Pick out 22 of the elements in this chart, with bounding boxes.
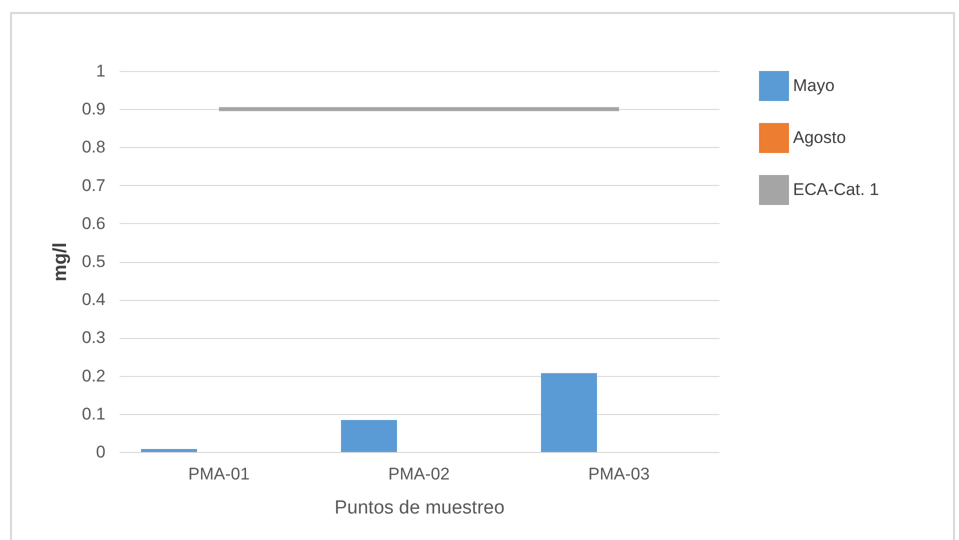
y-tick-label: 0.7 (82, 176, 106, 195)
y-tick-label: 0.2 (82, 366, 106, 386)
y-tick-label: 0 (96, 442, 106, 462)
bar (541, 373, 597, 452)
y-tick-label: 0.5 (82, 252, 106, 271)
bar (341, 420, 397, 452)
y-tick-label: 0.9 (82, 100, 106, 119)
y-tick-label: 0.8 (82, 138, 106, 157)
legend-label: Agosto (793, 128, 846, 147)
bar (141, 448, 197, 452)
y-tick-label: 0.3 (82, 328, 106, 348)
y-tick-label: 0.4 (82, 290, 106, 310)
x-tick-label: PMA-01 (188, 464, 250, 484)
legend-label: ECA-Cat. 1 (793, 180, 879, 199)
y-tick-label: 0.6 (82, 214, 106, 233)
x-tick-label: PMA-02 (388, 464, 450, 484)
y-tick-label: 1 (96, 62, 106, 80)
y-axis-title: mg/l (50, 242, 71, 282)
y-tick-label: 0.1 (82, 404, 106, 424)
x-axis-title: Puntos de muestreo (334, 498, 505, 518)
x-tick-label: PMA-03 (588, 464, 650, 484)
legend-label: Mayo (793, 76, 835, 95)
